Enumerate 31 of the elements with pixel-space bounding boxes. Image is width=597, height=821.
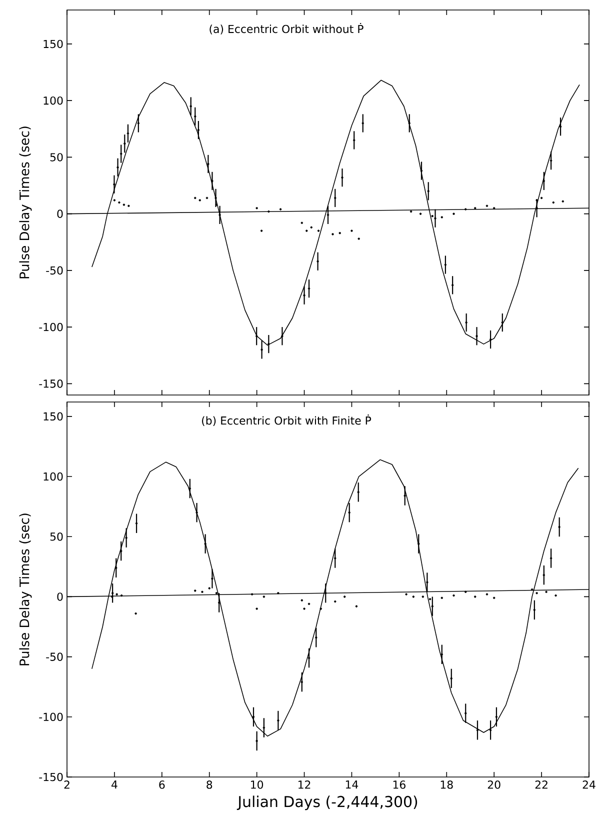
y-tick-label: -50 xyxy=(46,266,63,275)
x-tick-label: 4 xyxy=(112,780,118,789)
text: (b) Eccentric Orbit with Finite Ṗ xyxy=(202,414,372,426)
y-tick-label: -50 xyxy=(46,652,63,661)
y-tick-label: 100 xyxy=(44,96,63,105)
y-tick-label: -100 xyxy=(39,712,63,722)
y-axis-title: Pulse Delay Times (sec) xyxy=(19,126,32,278)
x-tick-label: 2 xyxy=(64,780,70,789)
y-tick-label: 100 xyxy=(44,472,63,481)
x-tick-label: 8 xyxy=(206,780,212,789)
y-tick-label: -100 xyxy=(39,322,63,332)
y-tick-label: 150 xyxy=(44,40,63,48)
y-axis-title: Pulse Delay Times (sec) xyxy=(19,514,32,666)
x-tick-label: 20 xyxy=(488,780,500,789)
x-tick-label: 12 xyxy=(298,780,310,789)
y-tick-label: 0 xyxy=(57,592,63,601)
y-tick-label: 50 xyxy=(50,532,63,541)
x-tick-label: 18 xyxy=(440,780,453,789)
y-tick-label: 150 xyxy=(44,412,63,421)
y-tick-label: 0 xyxy=(57,210,63,218)
y-tick-label: -150 xyxy=(39,380,63,388)
x-tick-label: 6 xyxy=(159,780,165,789)
x-tick-label: 24 xyxy=(582,780,596,789)
y-tick-label: 50 xyxy=(50,153,63,162)
text: (a) Eccentric Orbit without Ṗ xyxy=(210,22,364,34)
y-tick-label: -150 xyxy=(39,772,63,782)
x-tick-label: 14 xyxy=(346,780,358,789)
x-axis-title: Julian Days (-2,444,300) xyxy=(236,796,418,810)
x-tick-label: 16 xyxy=(393,780,406,789)
x-tick-label: 22 xyxy=(535,780,548,789)
x-tick-label: 10 xyxy=(251,780,264,789)
